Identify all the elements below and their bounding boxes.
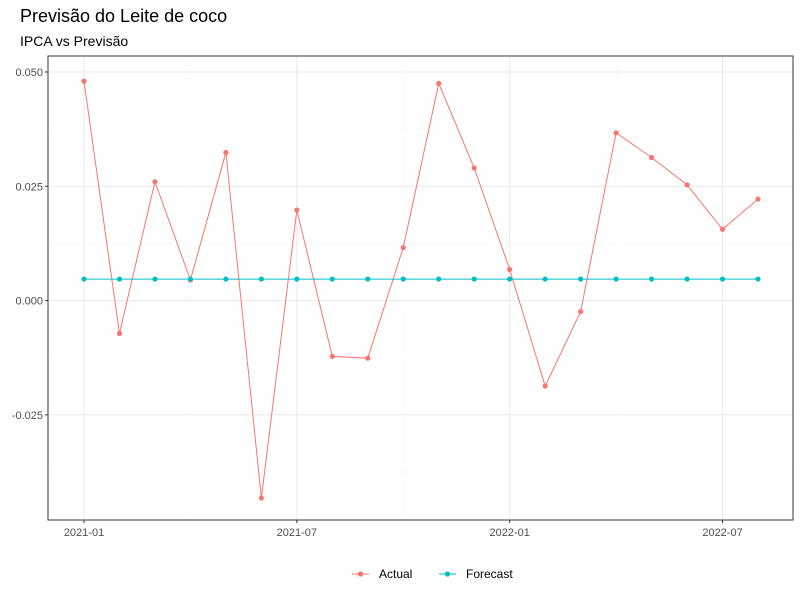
data-point-forecast bbox=[719, 276, 726, 282]
data-point-actual bbox=[471, 165, 477, 171]
y-tick-label: 0.000 bbox=[15, 296, 43, 308]
data-point-actual bbox=[329, 353, 335, 359]
panel-border bbox=[47, 55, 794, 521]
data-point-actual bbox=[684, 182, 690, 188]
data-point-forecast bbox=[578, 276, 584, 282]
data-point-actual bbox=[436, 80, 442, 87]
data-point-actual bbox=[578, 308, 584, 315]
major-grid bbox=[48, 56, 793, 520]
data-point-actual bbox=[613, 130, 619, 136]
x-tick-label: 2021-07 bbox=[277, 527, 317, 539]
chart-subtitle: IPCA vs Previsão bbox=[20, 33, 129, 49]
data-point-actual bbox=[719, 226, 726, 232]
x-tick-label: 2021-01 bbox=[64, 527, 104, 539]
data-point-forecast bbox=[223, 276, 229, 282]
data-point-actual bbox=[400, 244, 406, 251]
data-point-forecast bbox=[258, 276, 264, 282]
data-point-forecast bbox=[471, 276, 477, 282]
data-point-actual bbox=[223, 149, 229, 156]
data-point-forecast bbox=[613, 276, 619, 282]
legend: Actual Forecast bbox=[352, 567, 513, 581]
y-tick-label: -0.025 bbox=[12, 410, 43, 422]
minor-grid bbox=[48, 56, 793, 520]
data-point-forecast bbox=[507, 276, 513, 282]
data-point-actual bbox=[542, 383, 548, 389]
axes: -0.025 0.000 0.025 0.050 2021-01 2021-07 2022-… bbox=[12, 67, 743, 539]
chart-title: Previsão do Leite de coco bbox=[20, 6, 228, 26]
data-point-actual bbox=[152, 179, 158, 185]
series-layer bbox=[81, 78, 761, 501]
data-point-actual bbox=[116, 330, 123, 337]
data-point-forecast bbox=[116, 276, 123, 282]
y-tick-label: 0.025 bbox=[15, 181, 43, 193]
legend-key-point bbox=[357, 571, 364, 577]
x-tick-label: 2022-07 bbox=[702, 527, 742, 539]
data-point-forecast bbox=[329, 276, 335, 282]
x-tick-label: 2022-01 bbox=[489, 527, 529, 539]
data-point-forecast bbox=[152, 276, 158, 282]
data-point-actual bbox=[507, 266, 513, 273]
data-point-forecast bbox=[294, 276, 300, 282]
y-tick-label: 0.050 bbox=[15, 67, 43, 79]
legend-label: Actual bbox=[379, 567, 412, 581]
data-point-actual bbox=[648, 154, 655, 161]
data-point-forecast bbox=[755, 276, 761, 282]
data-point-forecast bbox=[648, 276, 655, 282]
series-line-actual bbox=[83, 81, 759, 499]
legend-label: Forecast bbox=[466, 567, 513, 581]
data-point-forecast bbox=[81, 276, 87, 282]
data-point-actual bbox=[365, 355, 371, 361]
data-point-forecast bbox=[542, 276, 548, 282]
data-point-forecast bbox=[187, 276, 194, 282]
data-point-forecast bbox=[436, 276, 442, 282]
data-point-forecast bbox=[400, 276, 406, 282]
data-point-forecast bbox=[365, 276, 371, 282]
legend-key-point bbox=[444, 571, 451, 577]
data-point-actual bbox=[755, 196, 761, 202]
data-point-actual bbox=[258, 495, 264, 501]
data-point-actual bbox=[294, 207, 300, 213]
data-point-actual bbox=[81, 78, 87, 84]
data-point-forecast bbox=[684, 276, 690, 282]
